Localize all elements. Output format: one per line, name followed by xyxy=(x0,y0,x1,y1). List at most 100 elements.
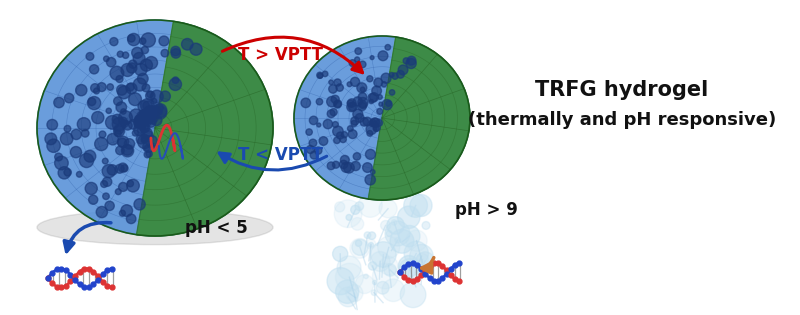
Circle shape xyxy=(114,97,122,106)
Circle shape xyxy=(107,84,114,90)
Circle shape xyxy=(150,90,163,103)
Circle shape xyxy=(422,221,430,229)
Circle shape xyxy=(98,83,106,92)
Circle shape xyxy=(134,115,146,126)
Circle shape xyxy=(114,126,125,137)
Circle shape xyxy=(144,106,154,116)
Circle shape xyxy=(314,147,322,154)
Circle shape xyxy=(334,202,345,212)
Circle shape xyxy=(392,73,398,79)
Circle shape xyxy=(126,83,137,94)
Circle shape xyxy=(404,194,427,217)
Circle shape xyxy=(357,83,366,93)
Circle shape xyxy=(406,58,416,69)
Circle shape xyxy=(350,77,359,86)
Circle shape xyxy=(146,91,154,98)
Circle shape xyxy=(121,64,134,77)
Circle shape xyxy=(379,200,397,218)
Circle shape xyxy=(369,119,377,127)
Circle shape xyxy=(370,93,378,101)
Circle shape xyxy=(400,282,426,308)
Circle shape xyxy=(105,201,114,210)
Circle shape xyxy=(137,111,147,122)
Circle shape xyxy=(333,126,343,136)
Circle shape xyxy=(319,137,328,145)
Circle shape xyxy=(349,102,358,111)
Circle shape xyxy=(60,132,73,145)
Circle shape xyxy=(64,125,70,132)
Circle shape xyxy=(347,126,353,131)
Circle shape xyxy=(341,162,351,172)
Circle shape xyxy=(130,109,143,123)
Circle shape xyxy=(171,46,180,56)
Circle shape xyxy=(310,151,318,159)
Circle shape xyxy=(107,134,118,145)
Circle shape xyxy=(355,240,362,246)
Circle shape xyxy=(117,85,127,95)
Circle shape xyxy=(366,149,375,159)
Circle shape xyxy=(351,161,360,171)
Circle shape xyxy=(335,280,359,303)
Circle shape xyxy=(355,202,363,210)
Circle shape xyxy=(132,47,142,58)
Text: T > VPTT: T > VPTT xyxy=(238,46,322,64)
Text: pH < 5: pH < 5 xyxy=(185,219,248,237)
Circle shape xyxy=(64,94,74,103)
Circle shape xyxy=(88,98,96,106)
Circle shape xyxy=(395,238,401,243)
Circle shape xyxy=(368,232,376,239)
Circle shape xyxy=(390,72,394,77)
Circle shape xyxy=(86,53,94,60)
Circle shape xyxy=(327,110,335,118)
Circle shape xyxy=(403,58,410,64)
Circle shape xyxy=(121,120,128,127)
Circle shape xyxy=(128,33,140,46)
Circle shape xyxy=(341,155,350,164)
Circle shape xyxy=(102,164,115,178)
Circle shape xyxy=(64,169,71,176)
Circle shape xyxy=(144,145,150,151)
Circle shape xyxy=(373,263,398,289)
Circle shape xyxy=(121,109,126,114)
Circle shape xyxy=(106,116,119,129)
Circle shape xyxy=(115,189,122,195)
Circle shape xyxy=(121,205,133,216)
Circle shape xyxy=(112,114,122,124)
Circle shape xyxy=(382,279,405,301)
Circle shape xyxy=(139,109,154,123)
Circle shape xyxy=(330,109,337,116)
Circle shape xyxy=(366,124,377,135)
Circle shape xyxy=(89,195,98,204)
Circle shape xyxy=(379,256,398,275)
Circle shape xyxy=(366,239,376,249)
Circle shape xyxy=(347,100,354,106)
Circle shape xyxy=(334,200,362,227)
Circle shape xyxy=(85,182,98,195)
Circle shape xyxy=(344,163,354,173)
Circle shape xyxy=(106,108,111,113)
Circle shape xyxy=(371,290,377,295)
Circle shape xyxy=(355,113,364,122)
Circle shape xyxy=(317,123,321,127)
Circle shape xyxy=(139,110,149,120)
Circle shape xyxy=(351,217,364,230)
Circle shape xyxy=(335,263,363,291)
Circle shape xyxy=(378,51,388,61)
Circle shape xyxy=(337,132,344,139)
Circle shape xyxy=(349,60,356,66)
Circle shape xyxy=(323,119,333,129)
Circle shape xyxy=(102,177,112,186)
Circle shape xyxy=(118,136,129,147)
Circle shape xyxy=(137,114,148,125)
Circle shape xyxy=(332,122,338,128)
Circle shape xyxy=(338,287,358,307)
Circle shape xyxy=(358,102,366,111)
Circle shape xyxy=(112,117,126,131)
Circle shape xyxy=(333,246,348,261)
Circle shape xyxy=(358,97,368,107)
Circle shape xyxy=(316,99,322,105)
Circle shape xyxy=(322,71,328,77)
Circle shape xyxy=(301,98,310,108)
Ellipse shape xyxy=(37,20,273,236)
Circle shape xyxy=(102,158,108,164)
